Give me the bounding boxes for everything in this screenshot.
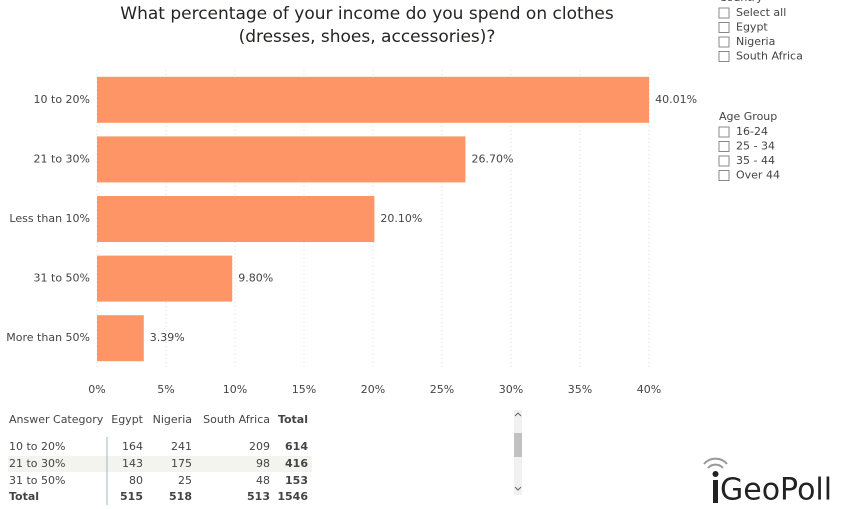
x-tick-label: 35% [568,383,592,396]
checkbox[interactable] [718,51,730,62]
slicer-item[interactable]: 16-24 [736,125,768,138]
slicer-item[interactable]: Nigeria [736,35,775,48]
data-label: 26.70% [471,152,513,165]
x-tick-label: 10% [223,383,247,396]
table-cell: 98 [256,457,270,470]
bar [97,196,375,242]
checkbox[interactable] [718,155,730,167]
checkbox[interactable] [718,7,730,19]
table-cell: 416 [285,457,308,470]
slicer-item[interactable]: Egypt [736,21,768,34]
table-cell: 80 [129,474,143,487]
y-tick-label: 21 to 30% [34,152,90,165]
table-cell: 153 [285,474,308,487]
logo-dot [712,471,719,477]
checkbox[interactable] [718,141,730,152]
logo-i [713,480,718,503]
checkbox[interactable] [718,22,730,33]
table-cell: 143 [122,457,143,470]
x-tick-label: 0% [88,383,105,396]
x-tick-label: 20% [361,383,385,396]
slicer-item[interactable]: 25 - 34 [736,140,775,153]
logo: GeoPoll [703,457,832,508]
checkbox[interactable] [718,170,730,181]
total-cell: Total [9,490,39,503]
checkbox[interactable] [718,36,730,48]
row-highlight [8,456,312,472]
slicer-item[interactable]: Over 44 [736,169,780,182]
x-tick-label: 5% [157,383,174,396]
slicer-title: Age Group [719,110,777,123]
total-cell: 515 [120,490,143,503]
table-cell: 48 [256,474,270,487]
x-tick-label: 25% [430,383,454,396]
column-header: Answer Category [9,413,104,426]
bar [97,255,233,302]
total-cell: 518 [169,490,192,503]
chart-title: (dresses, shoes, accessories)? [239,27,496,47]
scroll-down[interactable] [514,486,522,491]
table-cell: 25 [178,474,192,487]
x-tick-label: 15% [292,383,316,396]
table-cell: 175 [171,457,192,470]
y-tick-label: More than 50% [6,331,90,344]
bar [97,136,466,183]
slicer-item[interactable]: South Africa [736,50,803,63]
chart-title: What percentage of your income do you sp… [120,4,614,24]
table-cell: 241 [171,440,192,453]
checkbox[interactable] [718,126,730,138]
table-cell: 10 to 20% [9,440,65,453]
column-header: Total [278,413,308,426]
total-cell: 1546 [277,490,308,503]
data-label: 20.10% [380,212,422,225]
column-header: Egypt [111,413,143,426]
slicer-title: Country [719,0,763,4]
y-tick-label: Less than 10% [9,212,90,225]
logo-text: GeoPoll [720,473,832,508]
data-label: 9.80% [238,272,273,285]
slicer-item[interactable]: Select all [736,6,786,19]
table-cell: 209 [249,440,270,453]
x-tick-label: 40% [637,383,661,396]
data-label: 3.39% [150,331,185,344]
scrollbar-thumb[interactable] [514,433,522,457]
scroll-up[interactable] [514,412,522,417]
column-header: Nigeria [153,413,192,426]
bar [97,76,650,123]
logo-signal [703,457,728,469]
slicer-item[interactable]: 35 - 44 [736,154,775,167]
x-tick-label: 30% [499,383,523,396]
y-tick-label: 31 to 50% [34,272,90,285]
total-cell: 513 [247,490,270,503]
table-cell: 31 to 50% [9,474,65,487]
table-cell: 614 [285,440,308,453]
table-cell: 164 [122,440,143,453]
data-label: 40.01% [655,93,697,106]
y-tick-label: 10 to 20% [34,93,90,106]
column-header: South Africa [203,413,270,426]
table-cell: 21 to 30% [9,457,65,470]
bar [97,315,144,362]
